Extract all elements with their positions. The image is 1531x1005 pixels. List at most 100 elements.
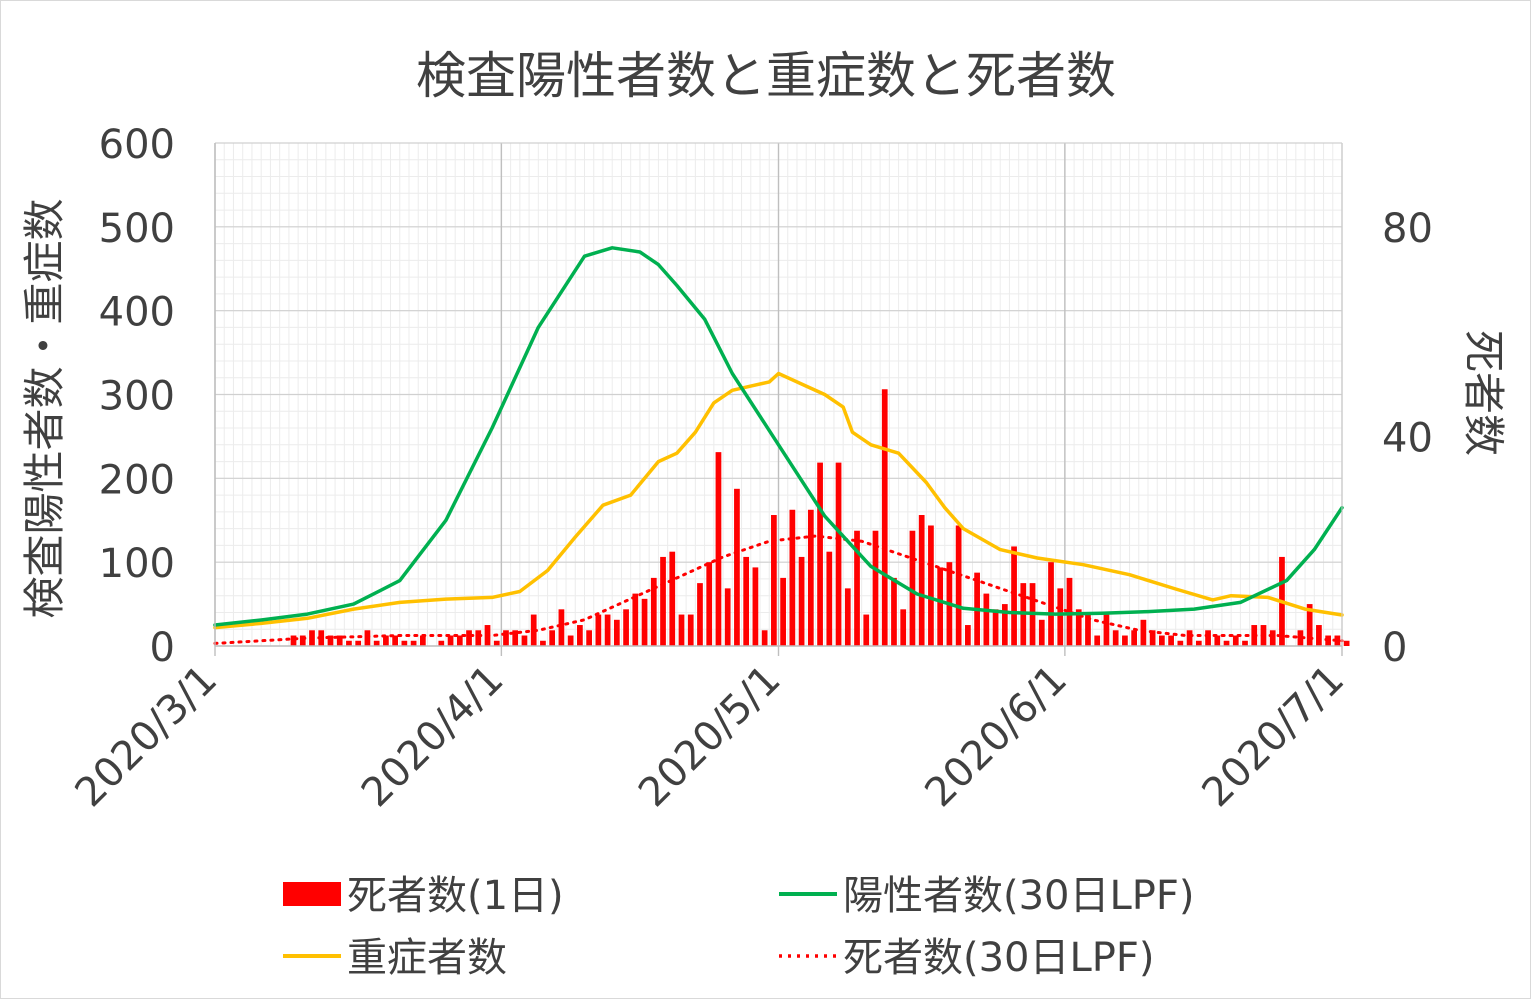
bar-deaths-2020-04-27 [743,556,750,646]
bar-deaths-2020-03-25 [438,640,445,646]
bar-deaths-2020-05-21 [965,625,971,646]
bar-deaths-2020-05-07 [835,462,842,646]
x-tick-label: 2020/7/1 [1194,657,1354,817]
bar-deaths-2020-04-03 [521,635,528,646]
bar-deaths-2020-05-31 [1057,588,1064,646]
bar-deaths-2020-06-06 [1112,630,1119,646]
bar-deaths-2020-05-01 [780,577,786,646]
bar-deaths-2020-06-16 [1205,630,1211,646]
bar-deaths-2020-04-14 [623,609,629,646]
bar-deaths-2020-06-23 [1269,630,1276,646]
bar-deaths-2020-04-08 [567,635,574,646]
line-series-group [213,246,1344,645]
y-tick-label-left: 400 [99,290,175,336]
bar-deaths-2020-03-16 [355,640,362,646]
bar-deaths-2020-06-20 [1242,640,1248,646]
bar-deaths-2020-03-10 [299,635,306,646]
legend-label: 重症者数 [347,935,507,981]
bar-deaths-2020-05-13 [891,577,897,646]
y-tick-label-right: 80 [1382,206,1433,252]
bar-deaths-2020-06-26 [1297,630,1304,646]
bar-deaths-2020-04-20 [678,614,685,646]
bar-deaths-2020-03-20 [392,635,398,646]
bar-deaths-2020-04-22 [697,583,703,646]
bar-deaths-2020-04-05 [540,640,546,646]
bar-deaths-2020-05-18 [937,567,944,646]
bar-deaths-2020-06-11 [1159,635,1165,646]
bar-deaths-2020-03-21 [401,640,408,646]
gridlines [214,142,1343,647]
y-tick-label-left: 600 [99,122,175,168]
bar-deaths-2020-04-01 [503,630,509,646]
x-tick-label: 2020/6/1 [916,657,1076,817]
bar-deaths-2020-04-25 [724,588,731,646]
bar-deaths-2020-03-19 [383,635,389,646]
y-tick-label-left: 0 [150,625,175,671]
bar-deaths-2020-06-30 [1334,635,1341,646]
y-tick-label-left: 500 [99,206,175,252]
x-tick-label: 2020/3/1 [67,657,227,817]
bar-deaths-2020-04-24 [715,452,722,646]
bar-deaths-2020-06-28 [1316,625,1322,646]
bar-deaths-2020-06-19 [1232,635,1239,646]
bar-deaths-2020-04-15 [632,593,639,646]
bar-deaths-2020-05-12 [881,389,888,646]
bar-deaths-2020-03-15 [346,640,352,646]
bar-deaths-2020-04-17 [650,577,657,646]
bar-deaths-2020-05-04 [807,509,814,646]
bar-deaths-2020-06-10 [1149,630,1156,646]
y-axis-label-right: 死者数 [1459,330,1508,456]
bar-deaths-2020-06-18 [1223,640,1230,646]
bar-deaths-2020-06-08 [1131,630,1138,646]
bar-deaths-2020-04-23 [706,562,713,646]
y-tick-label-left: 100 [99,541,175,587]
y-axis-label-left: 検査陽性者数・重症数 [20,198,69,618]
bar-deaths-2020-04-28 [752,567,759,646]
bar-deaths-2020-04-11 [595,614,602,646]
bar-deaths-2020-05-02 [789,509,796,646]
bar-deaths-2020-05-10 [863,614,870,646]
legend-label: 死者数(1日) [347,873,564,919]
bar-deaths-2020-05-24 [992,609,999,646]
bar-deaths-2020-04-18 [660,556,666,646]
bar-deaths-2020-04-13 [613,619,620,646]
legend-label: 陽性者数(30日LPF) [843,873,1195,919]
bar-deaths-2020-03-29 [475,630,482,646]
legend-swatch-deaths-daily [283,882,341,906]
bar-deaths-2020-04-30 [771,515,777,646]
bar-deaths-2020-06-02 [1075,609,1082,646]
bar-deaths-2020-03-31 [493,640,500,646]
bar-deaths-2020-07-01 [1343,640,1350,646]
bar-deaths-2020-04-21 [687,614,694,646]
y-tick-label-left: 200 [99,457,175,503]
bar-deaths-2020-05-26 [1011,546,1017,646]
bar-deaths-2020-05-03 [798,556,805,646]
legend-label: 死者数(30日LPF) [843,935,1155,981]
chart-title: 検査陽性者数と重症数と死者数 [416,47,1116,105]
bar-deaths-2020-05-09 [854,530,860,646]
bar-deaths-2020-06-07 [1122,635,1128,646]
bar-deaths-2020-05-14 [900,609,907,646]
bar-deaths-2020-04-09 [577,625,583,646]
bar-deaths-2020-05-16 [918,515,925,646]
y-tick-label-right: 0 [1382,625,1407,671]
bar-deaths-2020-04-26 [734,488,740,646]
line-deaths-lpf [213,534,1344,645]
bar-deaths-2020-04-19 [669,551,676,646]
bar-deaths-2020-03-17 [364,630,371,646]
bar-deaths-2020-03-27 [456,635,463,646]
line-severe [213,371,1344,630]
bar-deaths-2020-06-27 [1306,604,1313,646]
y-tick-label-right: 40 [1382,415,1433,461]
bar-deaths-2020-05-06 [826,551,833,646]
bar-deaths-2020-05-11 [872,530,879,646]
bar-deaths-2020-06-15 [1195,640,1202,646]
bar-deaths-2020-03-13 [327,635,334,646]
bar-deaths-2020-03-26 [447,635,454,646]
bar-deaths-2020-03-28 [466,630,472,646]
bar-deaths-2020-03-09 [290,635,297,646]
bar-deaths-2020-06-04 [1094,635,1101,646]
x-tick-label: 2020/5/1 [630,657,790,817]
